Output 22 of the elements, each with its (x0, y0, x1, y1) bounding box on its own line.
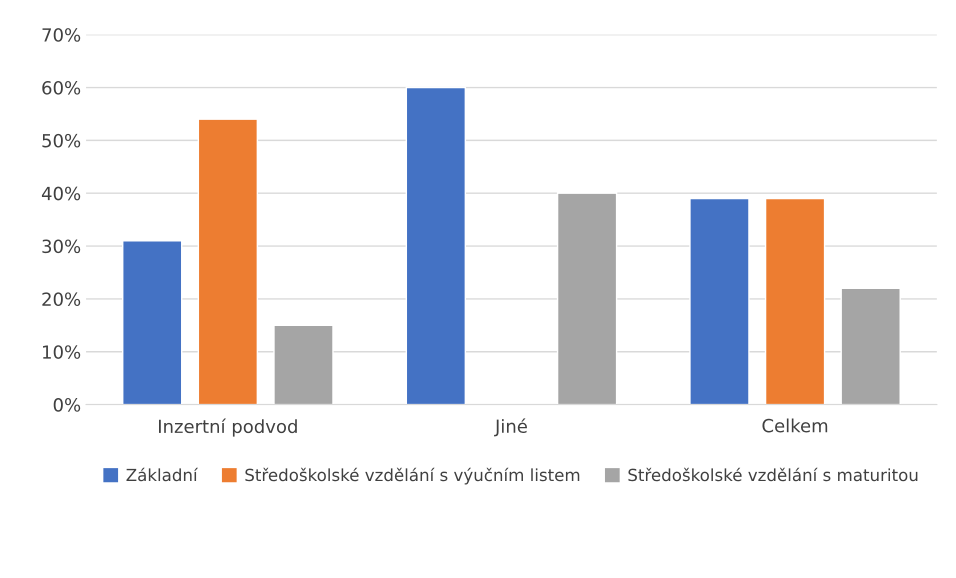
y-tick-label: 10% (43, 345, 80, 359)
bar (273, 324, 334, 405)
bar (198, 118, 258, 405)
legend-label: Středoškolské vzdělání s výučním listem (245, 468, 580, 484)
bar (764, 198, 826, 405)
y-tick-label: 60% (42, 80, 80, 95)
y-tick-label: 70% (42, 28, 80, 42)
bar (689, 198, 750, 405)
legend-label: Středoškolské vzdělání s maturitou (628, 468, 918, 482)
y-tick-label: 50% (42, 134, 80, 148)
y-tick-label: 0% (54, 398, 80, 412)
bar (556, 192, 618, 405)
y-tick-label: 30% (42, 240, 80, 254)
x-tick-label: Jiné (494, 418, 527, 436)
bar (406, 86, 466, 405)
x-tick-label: Celkem (762, 418, 828, 432)
y-tick-label: 40% (42, 186, 80, 200)
bar (840, 288, 901, 405)
legend-label: Základní (126, 468, 198, 482)
y-tick-label: 20% (42, 292, 80, 306)
bar (122, 240, 182, 405)
x-tick-label: Inzertní podvod (159, 418, 297, 437)
